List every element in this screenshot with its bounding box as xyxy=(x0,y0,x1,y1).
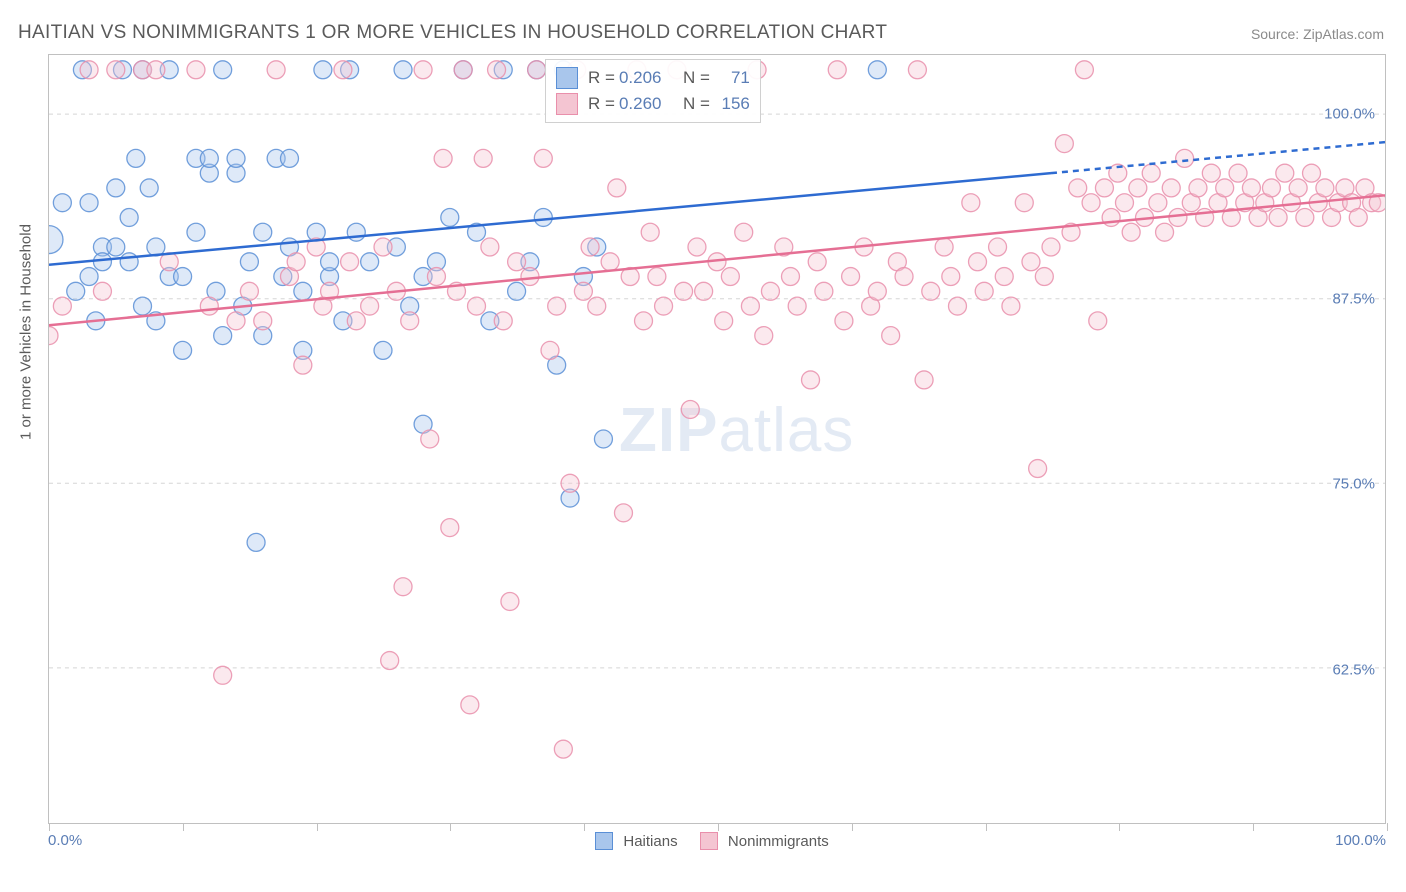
x-tick xyxy=(852,823,853,831)
x-tick xyxy=(986,823,987,831)
x-tick xyxy=(1119,823,1120,831)
x-tick xyxy=(317,823,318,831)
x-tick xyxy=(450,823,451,831)
legend-swatch-haitians xyxy=(595,832,613,850)
y-tick-label: 87.5% xyxy=(1332,291,1375,308)
n-label: N = xyxy=(683,65,710,91)
x-tick xyxy=(584,823,585,831)
y-axis-title: 1 or more Vehicles in Household xyxy=(18,224,35,440)
y-tick-label: 75.0% xyxy=(1332,476,1375,493)
x-tick xyxy=(49,823,50,831)
stats-row-haitians: R = 0.206 N = 71 xyxy=(556,65,750,91)
r-label: R = xyxy=(588,91,615,117)
legend-label-nonimmigrants: Nonimmigrants xyxy=(728,833,829,850)
y-tick-label: 100.0% xyxy=(1324,106,1375,123)
n-value-nonimmigrants: 156 xyxy=(714,91,750,117)
x-tick xyxy=(1253,823,1254,831)
r-value-haitians: 0.206 xyxy=(619,65,669,91)
x-tick xyxy=(183,823,184,831)
plot-area: ZIPatlas 62.5%75.0%87.5%100.0% R = 0.206… xyxy=(48,54,1386,824)
n-label: N = xyxy=(683,91,710,117)
source-attribution: Source: ZipAtlas.com xyxy=(1251,26,1384,42)
swatch-nonimmigrants xyxy=(556,93,578,115)
x-tick xyxy=(718,823,719,831)
stats-row-nonimmigrants: R = 0.260 N = 156 xyxy=(556,91,750,117)
r-label: R = xyxy=(588,65,615,91)
legend-swatch-nonimmigrants xyxy=(700,832,718,850)
r-value-nonimmigrants: 0.260 xyxy=(619,91,669,117)
n-value-haitians: 71 xyxy=(714,65,750,91)
legend-label-haitians: Haitians xyxy=(623,833,677,850)
legend-bottom: Haitians Nonimmigrants xyxy=(0,832,1406,850)
chart-title: HAITIAN VS NONIMMIGRANTS 1 OR MORE VEHIC… xyxy=(18,22,887,44)
chart-svg xyxy=(49,55,1385,823)
x-tick xyxy=(1387,823,1388,831)
swatch-haitians xyxy=(556,67,578,89)
y-tick-label: 62.5% xyxy=(1332,661,1375,678)
stats-legend-box: R = 0.206 N = 71 R = 0.260 N = 156 xyxy=(545,59,761,123)
